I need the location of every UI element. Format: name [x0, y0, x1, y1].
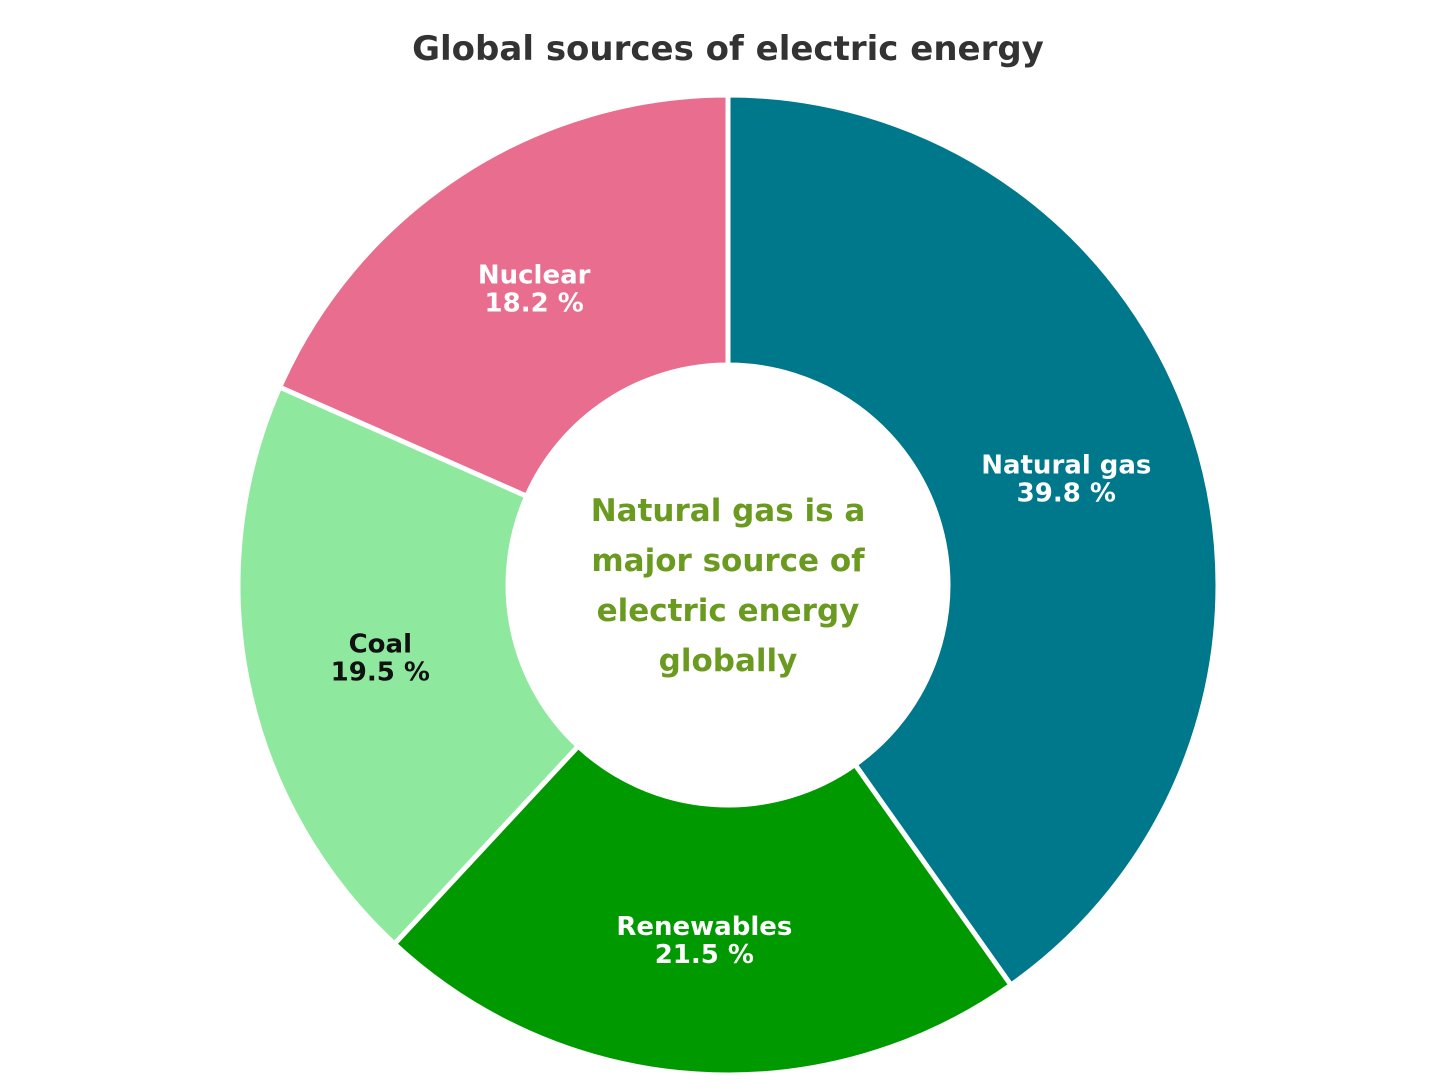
- slice-labels-group: Natural gas 39.8 % Renewables 21.5 % Coal 19.…: [331, 261, 1152, 971]
- slice-label-renewables: Renewables 21.5 %: [616, 912, 792, 970]
- slice-label-natural-gas: Natural gas 39.8 %: [981, 450, 1151, 508]
- center-annotation-line: globally: [659, 643, 798, 679]
- slice-coal: [235, 384, 581, 947]
- center-annotation-line: Natural gas is a: [591, 493, 866, 529]
- slice-renewables: [391, 743, 1014, 1078]
- slices-group: [235, 92, 1221, 1078]
- chart-title: Global sources of electric energy: [412, 29, 1044, 69]
- slice-nuclear: [277, 92, 731, 499]
- slice-natural-gas: [725, 92, 1221, 988]
- slice-label-coal: Coal 19.5 %: [331, 630, 430, 688]
- center-annotation: Natural gas is a major source of electric …: [591, 493, 866, 679]
- center-annotation-line: electric energy: [597, 593, 860, 629]
- slice-label-nuclear: Nuclear 18.2 %: [478, 261, 591, 319]
- center-annotation-line: major source of: [591, 543, 865, 579]
